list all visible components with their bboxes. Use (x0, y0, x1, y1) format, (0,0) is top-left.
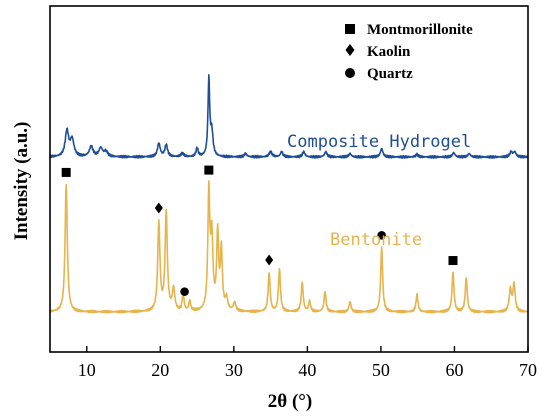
x-tick-label-40: 40 (298, 360, 316, 380)
x-tick-label-60: 60 (445, 360, 463, 380)
legend-label-montmorillonite: Montmorillonite (367, 22, 473, 38)
legend-square-icon (345, 24, 355, 34)
peak-marker-diamond-1 (154, 202, 163, 214)
legend-label-quartz: Quartz (367, 66, 413, 82)
peak-marker-circle-5 (377, 230, 386, 240)
series-line-composite-hydrogel (49, 73, 529, 159)
x-axis-ticks: 10 20 30 40 50 60 70 (78, 346, 537, 380)
peak-marker-circle-2 (180, 287, 189, 296)
legend: Montmorillonite Kaolin Quartz (345, 22, 473, 82)
plot-frame (49, 5, 529, 353)
plot-series-layer (49, 73, 529, 314)
x-tick-label-20: 20 (151, 360, 169, 380)
x-tick-label-30: 30 (225, 360, 243, 380)
series-labels: Composite Hydrogel Bentonite (287, 132, 471, 250)
x-tick-label-70: 70 (519, 360, 537, 380)
y-axis-label: Intensity (a.u.) (11, 122, 32, 241)
peak-marker-square-6 (448, 256, 458, 266)
legend-diamond-icon (345, 44, 355, 56)
x-tick-label-50: 50 (372, 360, 390, 380)
x-axis-label: 2θ (°) (268, 391, 312, 412)
peak-marker-square-0 (61, 167, 71, 177)
series-line-bentonite (49, 180, 529, 314)
legend-label-kaolin: Kaolin (367, 44, 411, 60)
peak-markers-layer (61, 165, 458, 296)
series-label-composite-hydrogel: Composite Hydrogel (287, 132, 471, 152)
x-tick-label-10: 10 (78, 360, 96, 380)
series-label-bentonite: Bentonite (330, 230, 422, 250)
legend-circle-icon (345, 68, 355, 78)
peak-marker-square-3 (204, 165, 214, 175)
peak-marker-diamond-4 (265, 254, 274, 266)
